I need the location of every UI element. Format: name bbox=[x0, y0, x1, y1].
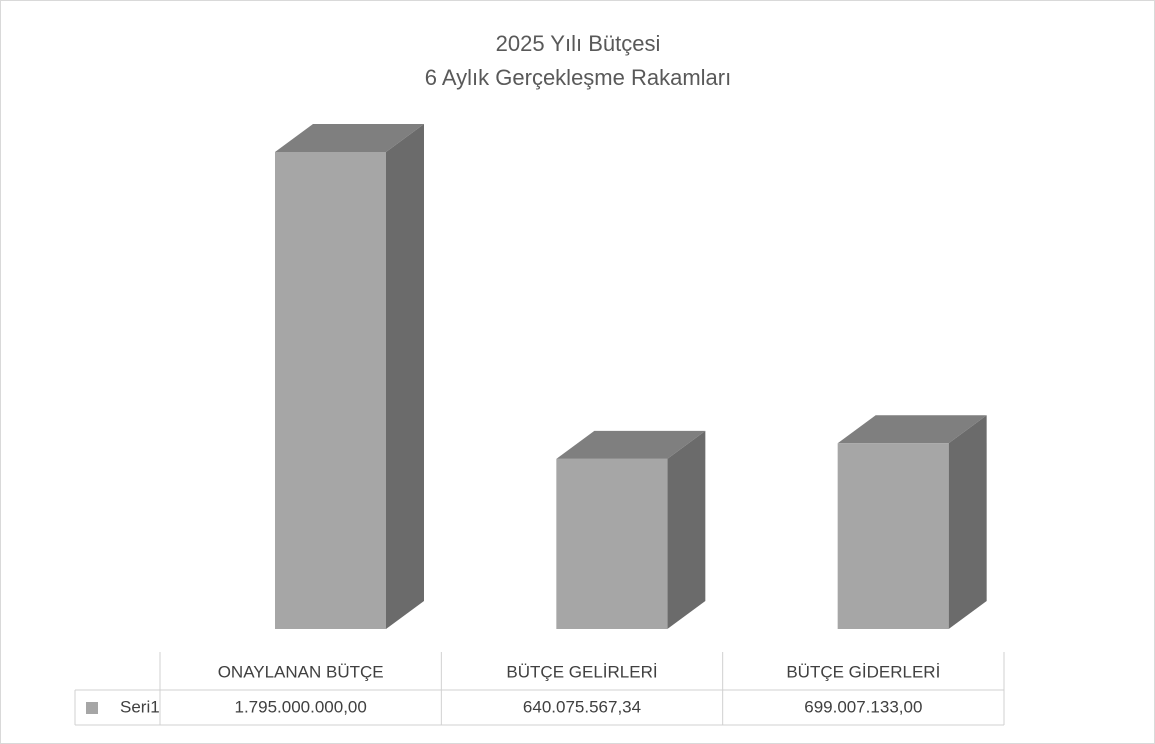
bar bbox=[837, 443, 949, 629]
bar-top bbox=[275, 124, 424, 152]
bar bbox=[556, 458, 668, 629]
data-table-value: 1.795.000.000,00 bbox=[234, 697, 366, 716]
bar-side bbox=[667, 430, 706, 629]
bar-side bbox=[386, 124, 424, 629]
chart-subtitle: 6 Aylık Gerçekleşme Rakamları bbox=[425, 65, 731, 90]
bar-top bbox=[837, 415, 987, 444]
bar-side bbox=[948, 415, 987, 629]
x-tick-label: BÜTÇE GELİRLERİ bbox=[506, 662, 657, 681]
x-tick-label: BÜTÇE GİDERLERİ bbox=[786, 662, 940, 681]
legend-label: Seri1 bbox=[120, 697, 160, 716]
chart-title: 2025 Yılı Bütçesi bbox=[496, 31, 661, 56]
bar-top bbox=[556, 430, 706, 459]
data-table-value: 640.075.567,34 bbox=[523, 697, 641, 716]
bar bbox=[275, 152, 386, 629]
data-table-value: 699.007.133,00 bbox=[804, 697, 922, 716]
x-tick-label: ONAYLANAN BÜTÇE bbox=[218, 662, 384, 681]
legend-key bbox=[86, 702, 98, 714]
